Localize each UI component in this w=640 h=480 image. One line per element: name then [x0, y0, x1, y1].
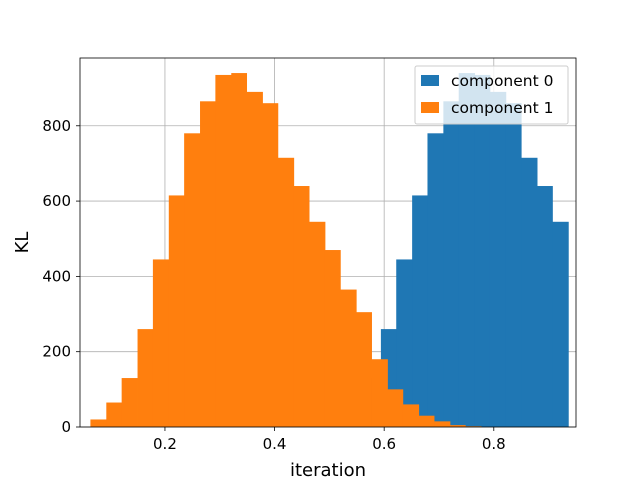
histogram-bar [184, 133, 201, 427]
histogram-bar [434, 421, 451, 427]
histogram-bar [309, 221, 326, 427]
plot-frame [79, 57, 577, 428]
y-tick-label: 600 [42, 192, 71, 210]
histogram-bar [552, 221, 569, 427]
series-1-bars [90, 73, 482, 428]
x-axis-label: iteration [290, 460, 366, 480]
y-tick-label: 800 [42, 117, 71, 135]
histogram-bar [449, 425, 466, 427]
histogram-bar [200, 101, 216, 427]
legend: component 0 component 1 [414, 65, 569, 125]
histogram-bar [262, 103, 279, 428]
histogram-bar [90, 419, 107, 427]
y-axis-label: KL [12, 232, 33, 254]
histogram-bar [246, 91, 263, 427]
legend-label: component 1 [451, 99, 553, 117]
histogram-bars [90, 73, 569, 428]
histogram-bar [474, 74, 491, 427]
y-tick-label: 0 [61, 418, 71, 436]
histogram-bar [168, 195, 185, 427]
histogram-bar [324, 250, 341, 427]
histogram-bar [412, 195, 428, 427]
y-tick-label: 400 [42, 267, 71, 285]
histogram-bar [340, 289, 357, 427]
histogram-bar [537, 186, 553, 427]
y-tick-label: 200 [42, 343, 71, 361]
x-tick-label: 0.8 [482, 435, 506, 453]
histogram-bar [489, 91, 507, 427]
x-tick-label: 0.6 [372, 435, 396, 453]
histogram-bar [458, 73, 476, 428]
histogram-bar [443, 101, 460, 427]
histogram-bar [402, 404, 420, 427]
histogram-bar [418, 415, 435, 427]
histogram-bar [521, 157, 538, 427]
histogram-bar [106, 402, 123, 427]
legend-swatch [421, 75, 439, 86]
legend-swatch [421, 102, 439, 113]
axis-ticks: 0.2 0.4 0.6 0.8 0 200 400 600 800 [42, 117, 505, 453]
histogram-bar [396, 259, 413, 427]
histogram-bar [356, 312, 372, 427]
histogram-bar [371, 359, 388, 427]
histogram-bar [505, 103, 522, 428]
histogram-bar [387, 389, 404, 427]
histogram-bar [121, 378, 138, 427]
histogram-bar [293, 186, 310, 427]
legend-box [414, 65, 569, 125]
histogram-bar [137, 329, 154, 427]
x-tick-label: 0.4 [263, 435, 287, 453]
histogram-bar [427, 133, 444, 427]
histogram-bar [231, 73, 248, 428]
histogram-bar [277, 157, 295, 427]
histogram-bar [215, 74, 232, 427]
histogram-bar [152, 259, 170, 427]
legend-label: component 0 [451, 72, 553, 90]
x-tick-label: 0.2 [153, 435, 177, 453]
